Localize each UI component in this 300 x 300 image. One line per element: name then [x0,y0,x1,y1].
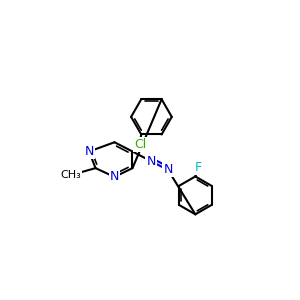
Text: F: F [195,161,202,174]
Text: N: N [84,145,94,158]
Text: N: N [164,164,173,176]
Text: N: N [146,155,156,168]
Text: Cl: Cl [134,138,146,151]
Text: N: N [110,170,119,183]
Text: CH₃: CH₃ [60,169,81,180]
